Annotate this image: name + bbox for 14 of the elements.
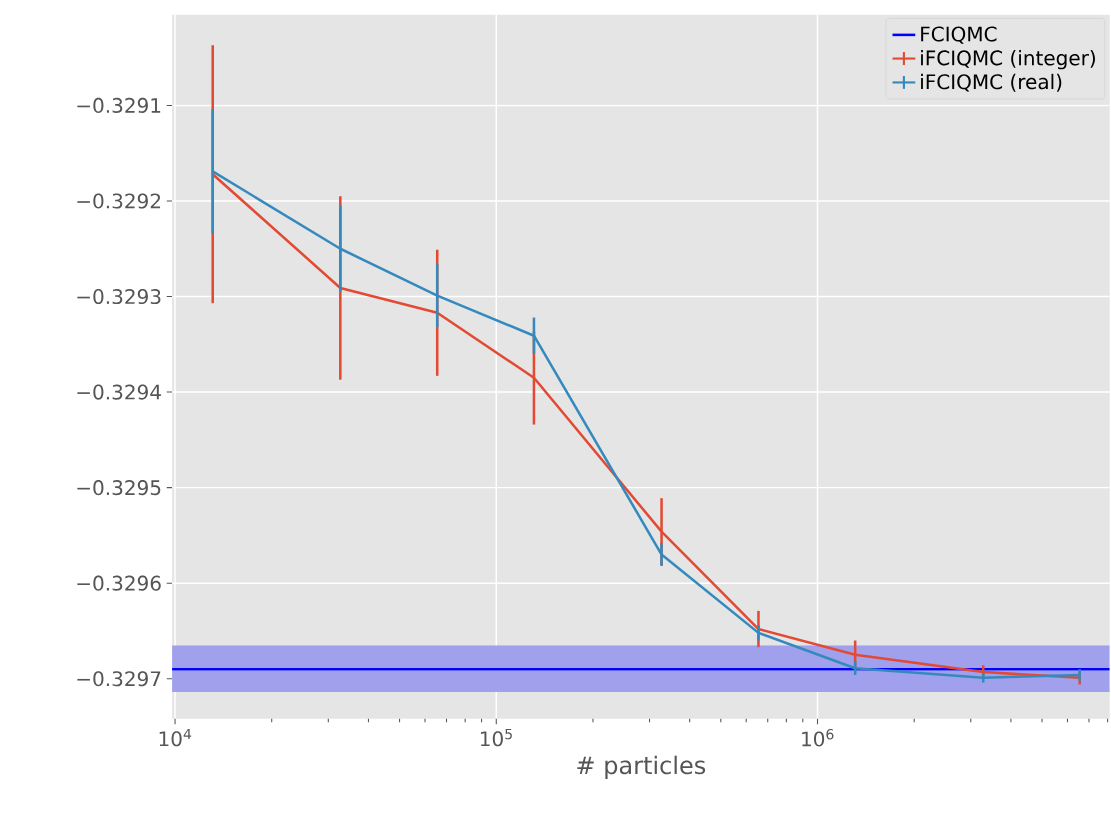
x-axis-title: # particles [577,755,706,780]
y-tick-label: −0.3297 [77,671,161,687]
y-tick-label: −0.3296 [77,575,161,591]
legend-label: iFCIQMC (integer) [921,50,1095,70]
y-tick-label: −0.3294 [77,384,161,400]
y-tick-label: −0.3291 [77,98,161,114]
x-tick-label: 10$^{5}$ [480,729,512,747]
y-tick-label: −0.3293 [77,289,161,305]
y-tick-label: −0.3295 [77,480,161,496]
y-tick-label: −0.3292 [77,193,161,209]
legend-label: FCIQMC [921,26,997,45]
x-tick-label: 10$^{4}$ [159,729,192,747]
legend-label: iFCIQMC (real) [921,74,1062,92]
x-tick-label: 10$^{6}$ [802,729,834,747]
